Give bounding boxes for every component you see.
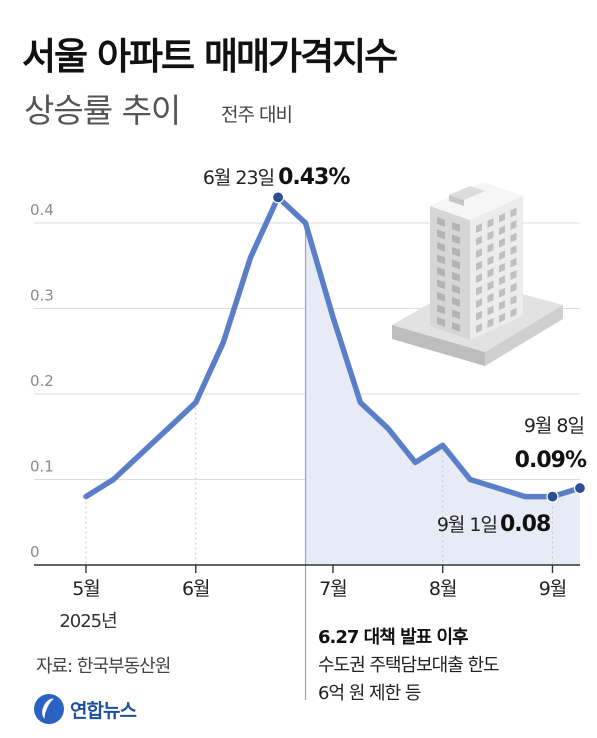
chart-subtitle: 상승률 추이 (24, 91, 181, 130)
yonhap-logo-icon (34, 694, 64, 724)
y-tick-label: 0 (30, 543, 40, 561)
x-tick-label: 6월 (182, 578, 210, 600)
x-tick-label: 5월 (72, 578, 100, 600)
peak-value-label: 0.43% (278, 165, 350, 190)
policy-note-title: 6.27 대책 발표 이후 (318, 627, 469, 648)
policy-note-line-2: 6억 원 제한 등 (318, 683, 421, 704)
logo: 연합뉴스 (34, 694, 137, 724)
data-point (573, 481, 587, 495)
x-tick-label: 9월 (539, 578, 567, 600)
sep8-date-label: 9월 8일 (524, 415, 584, 437)
y-tick-label: 0.2 (30, 372, 54, 390)
policy-note-line-1: 수도권 주택담보대출 한도 (318, 655, 500, 676)
chart-title: 서울 아파트 매매가격지수 (22, 35, 398, 78)
sep1-value-label: 0.08 (500, 512, 550, 537)
logo-text: 연합뉴스 (70, 699, 137, 722)
sep8-value-label: 0.09% (515, 448, 587, 473)
y-tick-label: 0.3 (30, 287, 54, 305)
x-tick-label: 7월 (319, 578, 347, 600)
x-year-label: 2025년 (59, 611, 116, 632)
series-line (83, 194, 583, 500)
chart-unit-note: 전주 대비 (221, 104, 293, 126)
peak-date-label: 6월 23일 (203, 167, 274, 189)
x-tick-label: 8월 (429, 578, 457, 600)
y-tick-label: 0.1 (30, 458, 54, 476)
apartment-building-icon (392, 182, 563, 366)
sep1-date-label: 9월 1일 (437, 514, 497, 536)
y-tick-label: 0.4 (30, 201, 54, 219)
source-note: 자료: 한국부동산원 (36, 656, 171, 677)
data-point (271, 191, 285, 204)
policy-period-shade (305, 223, 580, 565)
data-point (546, 490, 559, 503)
